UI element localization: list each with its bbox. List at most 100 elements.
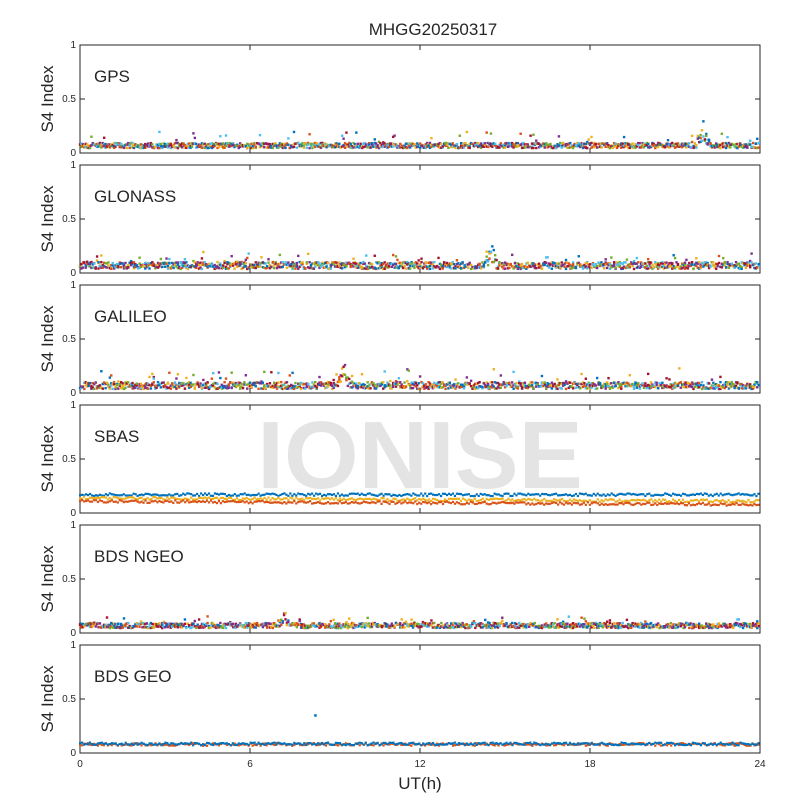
data-point bbox=[277, 371, 280, 375]
data-point bbox=[543, 263, 546, 266]
data-point bbox=[197, 384, 201, 387]
data-point bbox=[414, 263, 418, 267]
data-point bbox=[743, 263, 746, 267]
data-point bbox=[111, 261, 114, 265]
data-point bbox=[743, 493, 746, 496]
data-point bbox=[267, 501, 270, 504]
data-point bbox=[299, 498, 302, 501]
data-point bbox=[369, 383, 372, 386]
data-point bbox=[332, 145, 335, 149]
data-point bbox=[399, 146, 402, 149]
data-point bbox=[499, 142, 503, 145]
data-point bbox=[539, 500, 542, 503]
data-point bbox=[134, 143, 137, 146]
data-point bbox=[112, 144, 116, 148]
data-point bbox=[308, 146, 311, 150]
data-point bbox=[604, 145, 607, 148]
data-point bbox=[151, 372, 154, 376]
data-point bbox=[265, 384, 269, 387]
data-point bbox=[444, 141, 447, 145]
data-point bbox=[734, 264, 738, 268]
data-point bbox=[323, 143, 327, 146]
data-point bbox=[749, 501, 752, 504]
data-point bbox=[642, 493, 645, 496]
data-point bbox=[561, 142, 565, 145]
data-point bbox=[640, 499, 643, 502]
data-point bbox=[205, 493, 209, 497]
data-point bbox=[172, 266, 175, 270]
data-point bbox=[662, 384, 665, 387]
data-point bbox=[493, 144, 497, 147]
data-point bbox=[206, 146, 209, 150]
data-point bbox=[166, 386, 170, 390]
data-point bbox=[556, 503, 560, 506]
data-point bbox=[390, 494, 393, 498]
data-point bbox=[212, 622, 215, 625]
data-point bbox=[730, 384, 733, 387]
data-point bbox=[207, 386, 211, 389]
data-point bbox=[152, 381, 155, 384]
data-point bbox=[340, 367, 344, 370]
data-point bbox=[471, 499, 474, 502]
data-point bbox=[451, 386, 454, 389]
data-point bbox=[283, 497, 286, 500]
data-point bbox=[353, 143, 357, 146]
data-point bbox=[482, 264, 486, 268]
data-point bbox=[465, 144, 469, 147]
data-point bbox=[553, 498, 556, 501]
data-point bbox=[622, 503, 625, 506]
data-point bbox=[362, 493, 365, 496]
data-point bbox=[690, 385, 694, 389]
data-point bbox=[233, 498, 236, 502]
data-point bbox=[170, 496, 173, 499]
data-point bbox=[566, 494, 570, 497]
data-point bbox=[435, 385, 439, 388]
data-point bbox=[209, 142, 212, 145]
data-point bbox=[231, 264, 235, 267]
data-point bbox=[345, 261, 348, 264]
data-point bbox=[529, 498, 532, 501]
data-point bbox=[271, 146, 274, 150]
data-point bbox=[452, 262, 456, 266]
data-point bbox=[529, 384, 532, 388]
data-point bbox=[80, 385, 83, 388]
data-point bbox=[568, 498, 572, 501]
data-point bbox=[522, 266, 525, 270]
data-point bbox=[468, 261, 471, 265]
data-point bbox=[727, 263, 731, 266]
data-point bbox=[190, 264, 194, 267]
data-point bbox=[288, 146, 291, 150]
data-point bbox=[196, 262, 199, 265]
data-point bbox=[580, 503, 583, 506]
data-point bbox=[421, 265, 425, 269]
data-point bbox=[492, 368, 495, 371]
data-point bbox=[146, 262, 150, 265]
data-point bbox=[523, 385, 527, 389]
data-point bbox=[376, 500, 379, 503]
data-point bbox=[584, 377, 588, 380]
data-point bbox=[645, 267, 648, 270]
data-point bbox=[583, 263, 586, 267]
series-points bbox=[78, 120, 760, 150]
data-point bbox=[168, 624, 171, 628]
data-point bbox=[294, 264, 297, 268]
data-point bbox=[129, 384, 133, 388]
data-point bbox=[436, 493, 439, 497]
data-point bbox=[484, 383, 487, 387]
data-point bbox=[168, 497, 171, 501]
data-point bbox=[360, 145, 364, 148]
data-point bbox=[237, 146, 240, 150]
data-point bbox=[447, 492, 451, 495]
data-point bbox=[278, 142, 282, 145]
data-point bbox=[234, 263, 238, 266]
data-point bbox=[663, 384, 667, 388]
data-point bbox=[168, 493, 171, 496]
data-point bbox=[130, 494, 133, 497]
data-point bbox=[602, 500, 605, 503]
data-point bbox=[88, 492, 92, 496]
data-point bbox=[332, 382, 335, 385]
data-point bbox=[165, 622, 168, 626]
data-point bbox=[435, 265, 439, 268]
data-point bbox=[160, 496, 163, 500]
data-point bbox=[516, 145, 520, 148]
